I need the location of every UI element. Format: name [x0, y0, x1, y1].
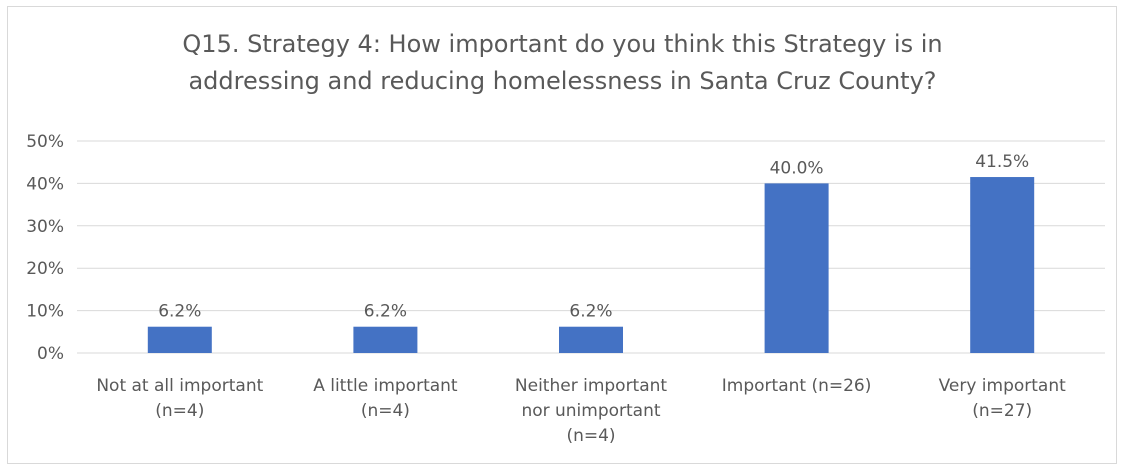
- y-tick-label: 30%: [26, 217, 64, 237]
- data-label: 41.5%: [975, 152, 1029, 172]
- x-category-label: Very important (n=27): [939, 376, 1067, 421]
- x-axis-category-labels: Not at all important (n=4) A little import…: [96, 376, 1066, 446]
- data-label: 6.2%: [569, 302, 612, 322]
- y-tick-label: 40%: [26, 174, 64, 194]
- data-label: 6.2%: [158, 302, 201, 322]
- bar: [353, 326, 418, 353]
- y-axis-tick-labels: 0% 10% 20% 30% 40% 50%: [26, 132, 64, 364]
- chart-title: Q15. Strategy 4: How important do you th…: [182, 30, 943, 95]
- data-labels: 6.2% 6.2% 6.2% 40.0% 41.5%: [158, 152, 1029, 322]
- bar: [559, 326, 623, 353]
- x-category-label: Not at all important (n=4): [96, 376, 263, 421]
- x-category-label: Neither important nor unimportant (n=4): [515, 376, 668, 446]
- y-tick-label: 0%: [37, 344, 64, 364]
- data-label: 6.2%: [364, 302, 407, 322]
- bar: [147, 326, 212, 353]
- data-label: 40.0%: [770, 158, 824, 178]
- x-category-label: A little important (n=4): [313, 376, 458, 421]
- x-category-label: Important (n=26): [722, 376, 872, 396]
- y-tick-label: 20%: [26, 259, 64, 279]
- chart-frame: [7, 6, 1117, 464]
- y-tick-label: 50%: [26, 132, 64, 152]
- y-tick-label: 10%: [26, 302, 64, 322]
- bars: [147, 177, 1035, 353]
- bar: [970, 177, 1035, 353]
- bar: [764, 183, 829, 353]
